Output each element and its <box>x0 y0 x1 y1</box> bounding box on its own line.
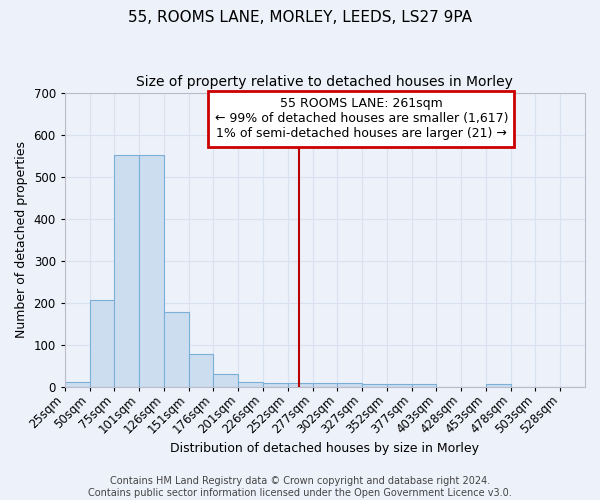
Bar <box>486 384 511 386</box>
Bar <box>362 384 387 386</box>
Text: 55 ROOMS LANE: 261sqm
← 99% of detached houses are smaller (1,617)
1% of semi-de: 55 ROOMS LANE: 261sqm ← 99% of detached … <box>215 98 508 140</box>
Bar <box>313 384 337 386</box>
Bar <box>337 384 362 386</box>
Bar <box>89 300 115 386</box>
Bar <box>387 384 412 386</box>
Bar <box>139 154 164 386</box>
Text: Contains HM Land Registry data © Crown copyright and database right 2024.
Contai: Contains HM Land Registry data © Crown c… <box>88 476 512 498</box>
Bar <box>65 382 89 386</box>
Text: 55, ROOMS LANE, MORLEY, LEEDS, LS27 9PA: 55, ROOMS LANE, MORLEY, LEEDS, LS27 9PA <box>128 10 472 25</box>
Bar <box>412 384 436 386</box>
Bar <box>188 354 214 386</box>
Bar <box>115 154 139 386</box>
Bar <box>214 374 238 386</box>
Y-axis label: Number of detached properties: Number of detached properties <box>15 142 28 338</box>
Bar <box>288 384 313 386</box>
X-axis label: Distribution of detached houses by size in Morley: Distribution of detached houses by size … <box>170 442 479 455</box>
Bar <box>263 384 288 386</box>
Bar <box>164 312 188 386</box>
Bar <box>238 382 263 386</box>
Title: Size of property relative to detached houses in Morley: Size of property relative to detached ho… <box>136 75 514 89</box>
